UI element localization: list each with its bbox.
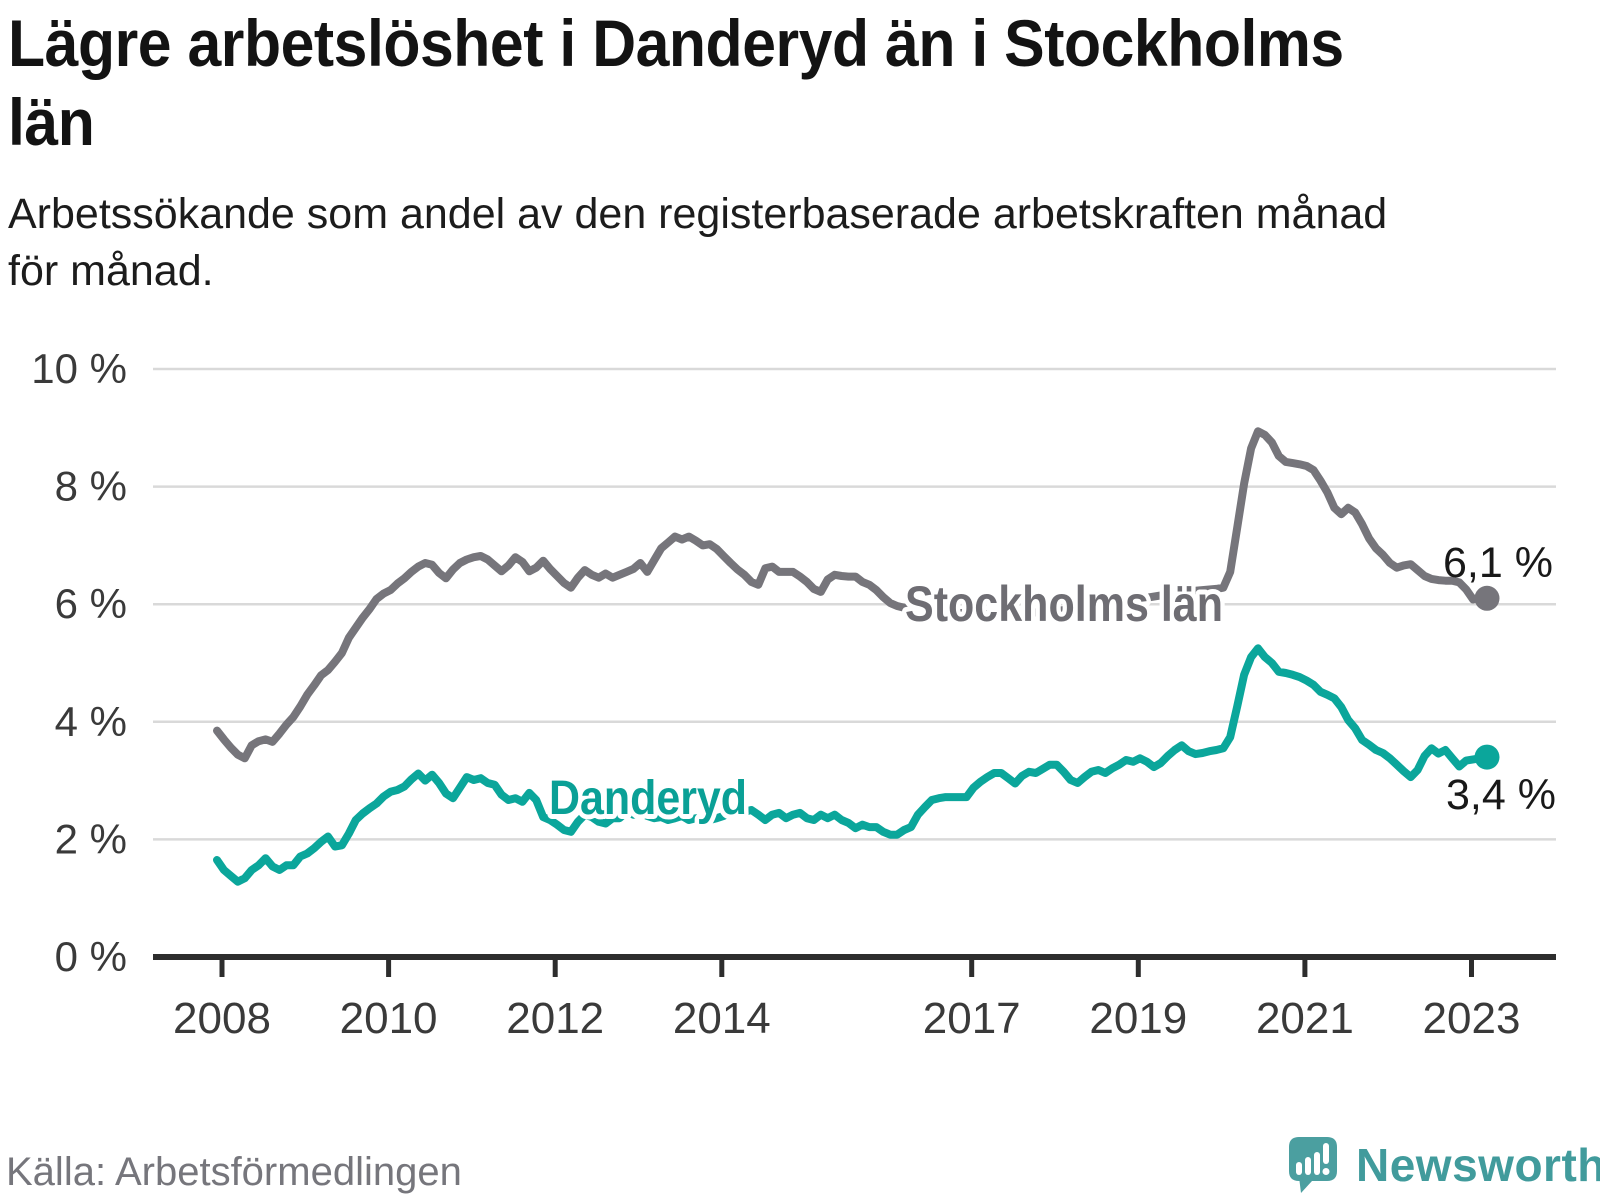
page-title-line1: Lägre arbetslöshet i Danderyd än i Stock… bbox=[8, 6, 1344, 80]
source-note: Källa: Arbetsförmedlingen bbox=[6, 1150, 462, 1194]
x-axis-ticks bbox=[219, 957, 1474, 977]
y-axis-label-0: 0 % bbox=[55, 933, 127, 980]
x-axis-label-2017: 2017 bbox=[923, 994, 1021, 1043]
x-axis-label-2021: 2021 bbox=[1256, 994, 1354, 1043]
series-line-danderyd bbox=[213, 644, 1491, 886]
y-axis-label-2: 2 % bbox=[55, 815, 127, 862]
end-dot-stockholms-lan bbox=[1474, 585, 1500, 611]
y-axis-label-6: 6 % bbox=[55, 580, 127, 627]
newsworthy-wordmark: Newsworthy bbox=[1356, 1139, 1600, 1191]
logo-exclamation-dot bbox=[1322, 1168, 1330, 1175]
page-title: Lägre arbetslöshet i Danderyd än i Stock… bbox=[8, 4, 1344, 162]
logo-bar-small bbox=[1296, 1162, 1302, 1175]
page-title-line2: län bbox=[8, 85, 95, 159]
x-axis-labels: 2008 2010 2012 2014 2017 2019 2021 2023 bbox=[173, 994, 1520, 1043]
end-dot-danderyd bbox=[1474, 744, 1500, 770]
x-axis-label-2010: 2010 bbox=[340, 994, 438, 1043]
y-axis-label-8: 8 % bbox=[55, 463, 127, 510]
series-label-stockholms-lan: Stockholms län bbox=[905, 576, 1223, 632]
y-axis-label-10: 10 % bbox=[31, 345, 127, 392]
end-value-danderyd: 3,4 % bbox=[1446, 771, 1556, 819]
series-label-danderyd: Danderyd bbox=[549, 772, 747, 825]
x-axis-label-2014: 2014 bbox=[673, 994, 771, 1043]
chart-subtitle-line1: Arbetssökande som andel av den registerb… bbox=[8, 190, 1388, 238]
logo-bar-medium bbox=[1305, 1157, 1311, 1175]
chart-subtitle-line2: för månad. bbox=[8, 247, 214, 295]
end-value-stockholms-lan: 6,1 % bbox=[1443, 539, 1553, 587]
x-axis-label-2008: 2008 bbox=[173, 994, 271, 1043]
x-axis-label-2012: 2012 bbox=[506, 994, 604, 1043]
logo-exclamation-bar bbox=[1323, 1143, 1329, 1164]
newsworthy-brand: Newsworthy bbox=[1288, 1136, 1600, 1194]
y-axis-label-4: 4 % bbox=[55, 698, 127, 745]
logo-bar-large bbox=[1314, 1152, 1320, 1175]
x-axis-label-2019: 2019 bbox=[1089, 994, 1187, 1043]
x-axis-label-2023: 2023 bbox=[1423, 994, 1521, 1043]
series-line-stockholms-lan bbox=[213, 427, 1491, 763]
y-axis-labels: 10 % 8 % 6 % 4 % 2 % 0 % bbox=[31, 345, 127, 980]
chart-subtitle: Arbetssökande som andel av den registerb… bbox=[8, 186, 1387, 300]
newsworthy-logo-icon bbox=[1289, 1137, 1337, 1193]
gridlines bbox=[153, 367, 1556, 841]
